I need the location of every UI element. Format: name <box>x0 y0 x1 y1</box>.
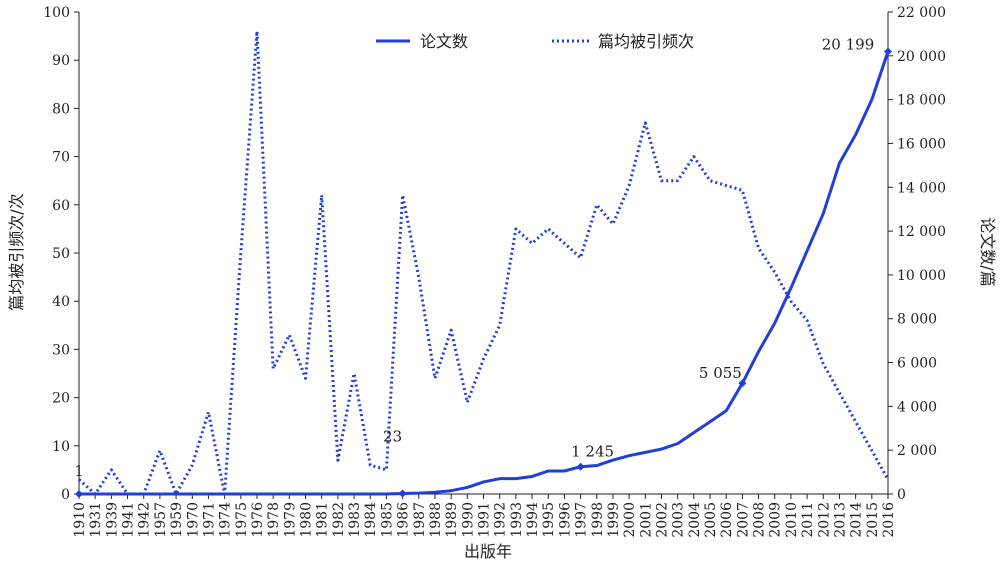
y-right-tick-label: 0 <box>897 487 906 503</box>
x-tick-label: 2004 <box>687 502 703 538</box>
x-tick-label: 2008 <box>752 502 768 538</box>
x-tick-label: 2005 <box>703 502 719 538</box>
legend-label-paper-count: 论文数 <box>420 32 468 51</box>
y-right-tick-label: 4 000 <box>897 399 937 415</box>
ticks-group: 0 10 20 30 40 50 60 70 80 90 100 0 2 000 4 000 6 000 8 … <box>43 5 946 538</box>
x-tick-label: 1999 <box>606 502 622 538</box>
y-right-tick-label: 14 000 <box>897 180 946 196</box>
y-axis-left-title: 篇均被引频次/次 <box>7 193 26 310</box>
y-right-tick-label: 6 000 <box>897 356 937 372</box>
x-tick-label: 1987 <box>412 502 428 538</box>
y-left-tick-label: 80 <box>52 101 70 117</box>
annotation-label: 23 <box>383 427 402 445</box>
x-tick-label: 1982 <box>331 502 347 538</box>
x-tick-label: 1994 <box>525 502 541 538</box>
annotation-label: 20 199 <box>822 35 875 53</box>
x-tick-label: 1986 <box>396 502 412 538</box>
x-tick-label: 2003 <box>671 502 687 538</box>
x-tick-label: 2009 <box>768 502 784 538</box>
x-tick-label: 2014 <box>849 502 865 538</box>
x-tick-label: 2016 <box>881 502 897 538</box>
annotation-label: 5 055 <box>699 364 742 382</box>
x-tick-label: 1985 <box>379 502 395 538</box>
x-tick-label: 1957 <box>153 502 169 538</box>
annotation-marker <box>576 462 585 471</box>
x-tick-label: 2002 <box>654 502 670 538</box>
x-tick-label: 2011 <box>800 502 816 538</box>
x-tick-label: 1991 <box>477 502 493 538</box>
x-axis-title: 出版年 <box>464 542 512 561</box>
axes-group <box>78 12 889 495</box>
x-tick-label: 1988 <box>428 502 444 538</box>
y-left-tick-label: 100 <box>43 5 70 21</box>
x-tick-label: 1990 <box>460 502 476 538</box>
y-right-tick-label: 8 000 <box>897 312 937 328</box>
y-left-tick-label: 60 <box>52 198 70 214</box>
x-tick-label: 2012 <box>816 502 832 538</box>
y-right-tick-label: 18 000 <box>897 93 946 109</box>
y-left-tick-label: 10 <box>52 439 70 455</box>
x-tick-label: 1970 <box>185 502 201 538</box>
y-left-tick-label: 20 <box>52 391 70 407</box>
x-tick-label: 1981 <box>315 502 331 538</box>
x-tick-label: 1980 <box>299 502 315 538</box>
y-right-tick-label: 12 000 <box>897 224 946 240</box>
x-tick-label: 1971 <box>201 502 217 538</box>
x-tick-label: 2013 <box>832 502 848 538</box>
annotation-marker <box>884 47 892 56</box>
x-tick-label: 1978 <box>266 502 282 538</box>
x-tick-label: 1983 <box>347 502 363 538</box>
y-right-tick-label: 16 000 <box>897 136 946 152</box>
annotation-label: 1 <box>74 462 84 480</box>
annotations-group: 1 23 1 245 5 055 20 199 <box>74 35 892 498</box>
x-tick-label: 1979 <box>282 502 298 538</box>
series-group <box>78 29 890 496</box>
x-tick-label: 2007 <box>735 502 751 538</box>
x-tick-label: 1993 <box>509 502 525 538</box>
x-tick-label: 1974 <box>218 502 234 538</box>
x-tick-label: 2015 <box>865 502 881 538</box>
x-tick-label: 1996 <box>557 502 573 538</box>
annotation-marker <box>398 489 407 498</box>
x-tick-label: 2000 <box>622 502 638 538</box>
y-left-tick-label: 0 <box>61 487 70 503</box>
x-tick-label: 1984 <box>363 502 379 538</box>
y-left-tick-label: 50 <box>52 246 70 262</box>
y-left-tick-label: 30 <box>52 342 70 358</box>
y-left-tick-label: 70 <box>52 150 70 166</box>
annotation-marker <box>738 379 747 388</box>
x-tick-label: 1995 <box>541 502 557 538</box>
x-tick-label: 1997 <box>574 502 590 538</box>
series-line-citations <box>78 29 890 496</box>
x-tick-label: 1959 <box>169 502 185 538</box>
legend-label-citations: 篇均被引频次 <box>598 32 694 51</box>
x-tick-label: 1931 <box>88 502 104 538</box>
annotation-marker <box>75 489 83 498</box>
series-line-paper-count <box>79 50 890 496</box>
x-tick-label: 1976 <box>250 502 266 538</box>
y-left-tick-label: 90 <box>52 53 70 69</box>
x-tick-label: 2001 <box>638 502 654 538</box>
x-tick-label: 2006 <box>719 502 735 538</box>
x-tick-label: 1939 <box>104 502 120 538</box>
legend: 论文数 篇均被引频次 <box>376 32 694 51</box>
x-tick-label: 1910 <box>72 502 88 538</box>
x-tick-label: 2010 <box>784 502 800 538</box>
y-right-tick-label: 20 000 <box>897 49 946 65</box>
x-tick-label: 1989 <box>444 502 460 538</box>
x-tick-label: 1942 <box>137 502 153 538</box>
x-tick-label: 1941 <box>121 502 137 538</box>
annotation-label: 1 245 <box>571 443 614 461</box>
x-tick-label: 1975 <box>234 502 250 538</box>
y-right-tick-label: 2 000 <box>897 443 937 459</box>
y-left-tick-label: 40 <box>52 294 70 310</box>
y-right-tick-label: 22 000 <box>897 5 946 21</box>
y-axis-right-title: 论文数/篇 <box>978 217 997 286</box>
x-tick-label: 1992 <box>493 502 509 538</box>
x-tick-label: 1998 <box>590 502 606 538</box>
y-right-tick-label: 10 000 <box>897 268 946 284</box>
